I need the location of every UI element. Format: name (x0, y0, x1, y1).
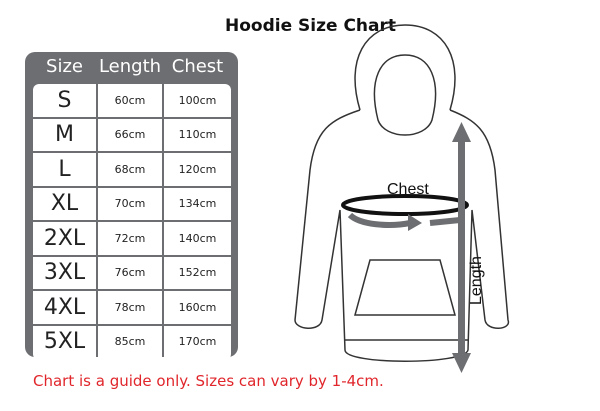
table-row: 5XL 85cm 170cm (33, 325, 231, 358)
size-cell: 4XL (33, 291, 96, 324)
hoodie-diagram: Chest Length (294, 24, 509, 373)
size-cell: S (33, 84, 96, 117)
length-label: Length (468, 256, 485, 305)
length-cell: 72cm (98, 222, 162, 255)
size-cell: L (33, 153, 96, 186)
chest-arrow (341, 194, 469, 231)
size-cell: XL (33, 187, 96, 220)
disclaimer-note: Chart is a guide only. Sizes can vary by… (33, 372, 384, 390)
header-size: Size (46, 56, 83, 77)
chart-title: Hoodie Size Chart (225, 16, 397, 36)
chest-cell: 170cm (164, 325, 231, 358)
chest-cell: 120cm (164, 153, 231, 186)
chest-cell: 100cm (164, 84, 231, 117)
size-cell: M (33, 118, 96, 151)
length-cell: 76cm (98, 256, 162, 289)
table-body: S 60cm 100cm M 66cm 110cm L 68cm 120cm XL 70cm 134c… (33, 84, 231, 360)
length-cell: 70cm (98, 187, 162, 220)
length-cell: 66cm (98, 118, 162, 151)
table-row: S 60cm 100cm (33, 84, 231, 117)
table-row: XL 70cm 134cm (33, 187, 231, 220)
chest-cell: 140cm (164, 222, 231, 255)
size-cell: 2XL (33, 222, 96, 255)
hoodie-outline (294, 24, 509, 362)
size-table: Size Length Chest S 60cm 100cm M 66cm 110cm L 6… (25, 52, 238, 360)
length-cell: 60cm (98, 84, 162, 117)
chest-cell: 152cm (164, 256, 231, 289)
table-row: 3XL 76cm 152cm (33, 256, 231, 289)
size-cell: 3XL (33, 256, 96, 289)
header-chest: Chest (171, 56, 224, 77)
chest-cell: 134cm (164, 187, 231, 220)
size-cell: 5XL (33, 325, 96, 358)
table-row: 2XL 72cm 140cm (33, 222, 231, 255)
chest-cell: 110cm (164, 118, 231, 151)
table-row: 4XL 78cm 160cm (33, 291, 231, 324)
table-row: L 68cm 120cm (33, 153, 231, 186)
length-cell: 85cm (98, 325, 162, 358)
length-arrow (452, 122, 471, 373)
length-cell: 78cm (98, 291, 162, 324)
chest-label: Chest (387, 181, 429, 198)
table-row: M 66cm 110cm (33, 118, 231, 151)
header-length: Length (98, 56, 162, 77)
chest-cell: 160cm (164, 291, 231, 324)
length-cell: 68cm (98, 153, 162, 186)
